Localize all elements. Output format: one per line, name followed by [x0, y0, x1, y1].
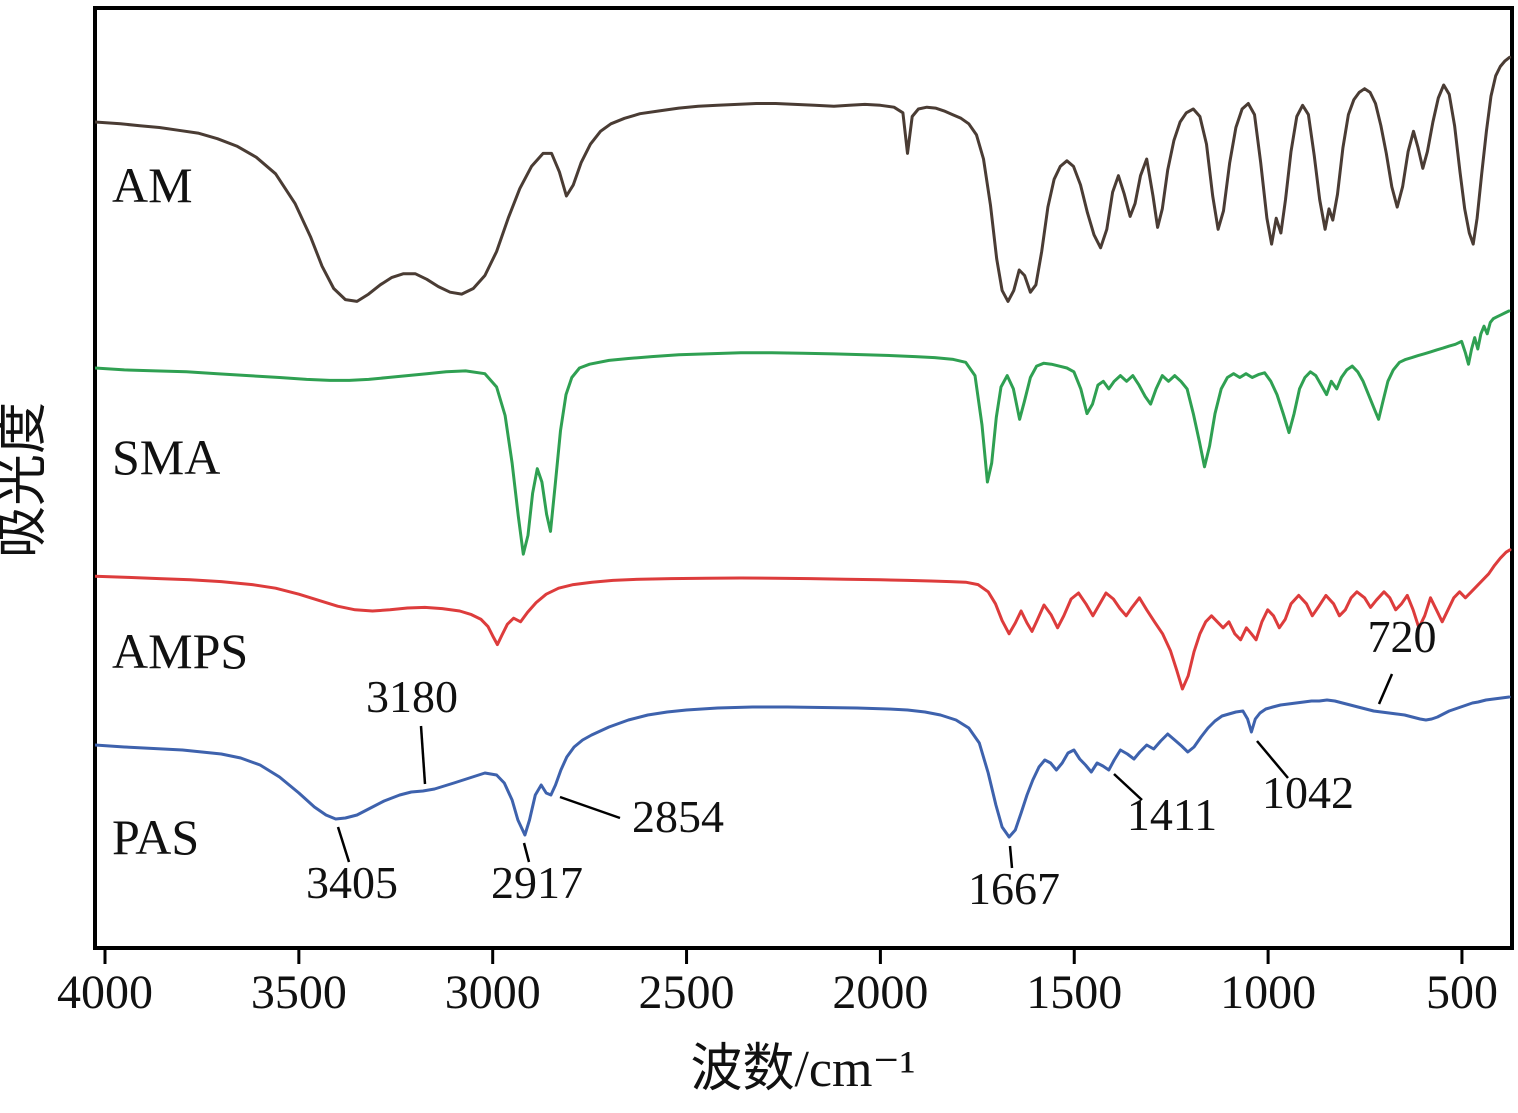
annotation-leader-line — [1008, 845, 1014, 869]
x-tick-label: 1000 — [1220, 966, 1316, 1019]
annotation-leader-line — [559, 795, 621, 820]
annotation-label: 1042 — [1262, 767, 1354, 818]
plot-border — [93, 6, 1514, 950]
annotation-leader-line — [1377, 673, 1394, 705]
x-tick-label: 2500 — [639, 966, 735, 1019]
spectrum-sma — [95, 309, 1511, 556]
x-tick-label: 3000 — [445, 966, 541, 1019]
series-label-pas: PAS — [112, 809, 199, 865]
annotation-leader-line — [419, 725, 427, 785]
x-tick-label: 3500 — [251, 966, 347, 1019]
series-label-amps: AMPS — [112, 623, 248, 679]
series-labels-group: AM SMA AMPS PAS — [112, 157, 248, 865]
x-tick-label: 2000 — [832, 966, 928, 1019]
annotation-label: 2917 — [491, 857, 583, 908]
x-tick-label: 1500 — [1026, 966, 1122, 1019]
x-tick-label: 500 — [1426, 966, 1498, 1019]
annotation-leader-line — [1256, 740, 1289, 779]
x-axis-title: 波数/cm⁻¹ — [690, 1041, 915, 1098]
series-label-am: AM — [112, 157, 193, 213]
spectrum-amps — [95, 548, 1512, 691]
spectrum-pas — [95, 695, 1511, 839]
annotation-label: 720 — [1368, 611, 1437, 662]
annotation-leader-line — [522, 842, 531, 863]
spectrum-am — [95, 55, 1512, 303]
series-paths-group — [95, 55, 1512, 839]
series-label-sma: SMA — [112, 429, 220, 485]
annotation-label: 3405 — [306, 857, 398, 908]
x-tick-label: 4000 — [57, 966, 153, 1019]
annotation-label: 3180 — [366, 671, 458, 722]
annotation-label: 2854 — [632, 791, 724, 842]
annotation-leader-line — [1113, 773, 1143, 801]
annotation-label: 1667 — [968, 863, 1060, 914]
x-axis-ticks-group: 4000 3500 3000 2500 2000 1500 1000 500 — [57, 948, 1498, 1019]
annotation-label: 1411 — [1127, 789, 1217, 840]
y-axis-title: 吸光度 — [0, 402, 52, 558]
annotation-leader-line — [336, 826, 351, 863]
annotations-group: 3180 3405 2917 2854 1667 1411 1042 720 — [306, 611, 1437, 914]
